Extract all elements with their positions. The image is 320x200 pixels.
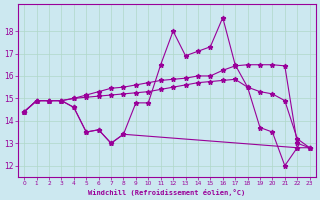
X-axis label: Windchill (Refroidissement éolien,°C): Windchill (Refroidissement éolien,°C) (88, 189, 245, 196)
